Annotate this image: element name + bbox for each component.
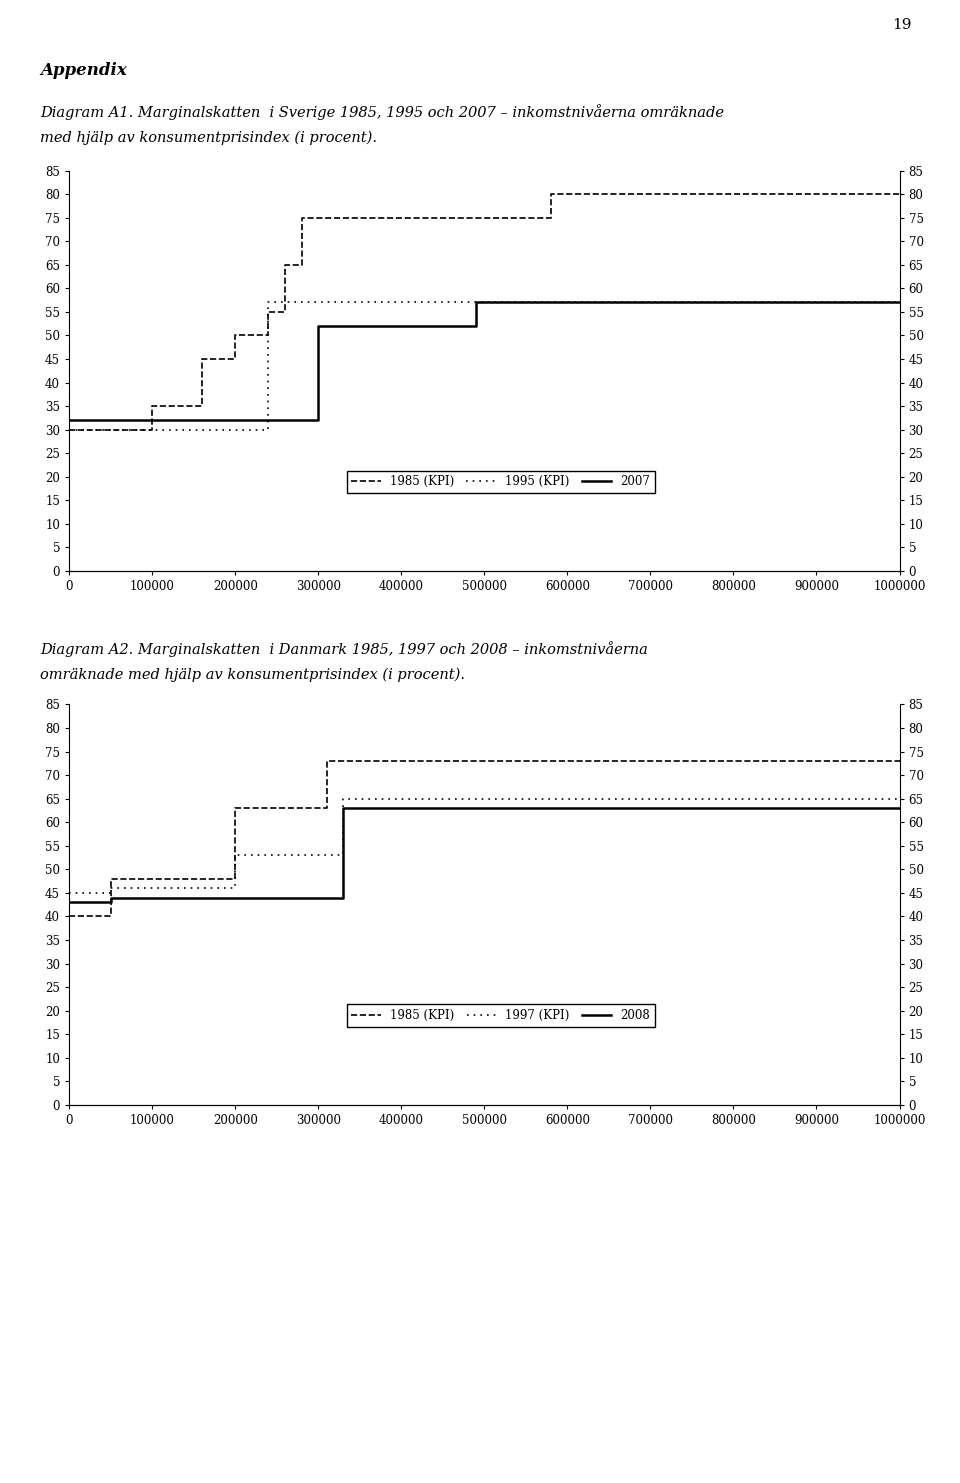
1985 (KPI) <box>894 752 905 770</box>
Line: 1995 (KPI): 1995 (KPI) <box>69 303 900 430</box>
2007 <box>312 411 324 429</box>
1985 (KPI) <box>229 799 241 817</box>
Line: 1997 (KPI): 1997 (KPI) <box>69 799 900 893</box>
Legend: 1985 (KPI), 1995 (KPI), 2007: 1985 (KPI), 1995 (KPI), 2007 <box>347 470 655 492</box>
Line: 1985 (KPI): 1985 (KPI) <box>69 194 900 430</box>
1985 (KPI) <box>146 421 157 439</box>
2007 <box>312 317 324 335</box>
2008 <box>337 799 348 817</box>
Text: med hjälp av konsumentprisindex (i procent).: med hjälp av konsumentprisindex (i proce… <box>40 131 377 145</box>
Text: Appendix: Appendix <box>40 62 127 79</box>
1997 (KPI) <box>105 884 116 902</box>
1985 (KPI) <box>296 257 307 274</box>
1995 (KPI) <box>263 421 275 439</box>
1985 (KPI) <box>63 908 75 925</box>
1985 (KPI) <box>63 421 75 439</box>
2008 <box>337 888 348 906</box>
1985 (KPI) <box>894 185 905 203</box>
1985 (KPI) <box>545 209 557 227</box>
2008 <box>105 888 116 906</box>
2008 <box>63 893 75 911</box>
1985 (KPI) <box>545 185 557 203</box>
1985 (KPI) <box>296 209 307 227</box>
1985 (KPI) <box>229 871 241 888</box>
1985 (KPI) <box>196 397 207 415</box>
2007 <box>470 317 482 335</box>
1995 (KPI) <box>288 294 300 311</box>
2008 <box>894 799 905 817</box>
1985 (KPI) <box>229 350 241 368</box>
1985 (KPI) <box>645 185 657 203</box>
1985 (KPI) <box>321 799 332 817</box>
Line: 1985 (KPI): 1985 (KPI) <box>69 761 900 916</box>
1985 (KPI) <box>229 326 241 344</box>
1985 (KPI) <box>645 185 657 203</box>
Legend: 1985 (KPI), 1997 (KPI), 2008: 1985 (KPI), 1997 (KPI), 2008 <box>347 1004 655 1026</box>
2007 <box>470 294 482 311</box>
2007 <box>63 411 75 429</box>
1995 (KPI) <box>263 294 275 311</box>
Text: omräknade med hjälp av konsumentprisindex (i procent).: omräknade med hjälp av konsumentprisinde… <box>40 667 466 682</box>
Text: Diagram A2. Marginalskatten  i Danmark 1985, 1997 och 2008 – inkomstnivåerna: Diagram A2. Marginalskatten i Danmark 19… <box>40 641 648 657</box>
1997 (KPI) <box>229 847 241 865</box>
1995 (KPI) <box>894 294 905 311</box>
1997 (KPI) <box>63 884 75 902</box>
1985 (KPI) <box>146 397 157 415</box>
1995 (KPI) <box>288 294 300 311</box>
1997 (KPI) <box>894 790 905 808</box>
Line: 2007: 2007 <box>69 303 900 420</box>
1985 (KPI) <box>105 871 116 888</box>
1985 (KPI) <box>263 326 275 344</box>
Line: 2008: 2008 <box>69 808 900 902</box>
Text: 19: 19 <box>893 18 912 31</box>
1985 (KPI) <box>105 908 116 925</box>
1995 (KPI) <box>63 421 75 439</box>
1997 (KPI) <box>337 847 348 865</box>
2008 <box>105 893 116 911</box>
1985 (KPI) <box>279 303 291 320</box>
1985 (KPI) <box>279 257 291 274</box>
1985 (KPI) <box>196 350 207 368</box>
Text: Diagram A1. Marginalskatten  i Sverige 1985, 1995 och 2007 – inkomstnivåerna omr: Diagram A1. Marginalskatten i Sverige 19… <box>40 104 725 120</box>
2007 <box>894 294 905 311</box>
1997 (KPI) <box>229 879 241 897</box>
1997 (KPI) <box>105 879 116 897</box>
1985 (KPI) <box>321 752 332 770</box>
1997 (KPI) <box>337 790 348 808</box>
1985 (KPI) <box>263 303 275 320</box>
